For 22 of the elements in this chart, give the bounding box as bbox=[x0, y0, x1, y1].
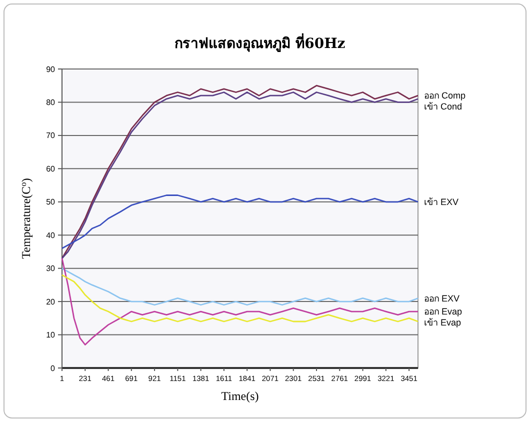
y-tick-label: 80 bbox=[46, 98, 56, 108]
y-tick-label: 70 bbox=[46, 131, 56, 140]
series-label: เข้า Cond bbox=[424, 102, 462, 112]
x-axis-title: Time(s) bbox=[221, 389, 259, 403]
series-label: เข้า EXV bbox=[424, 197, 459, 208]
line-series bbox=[61, 274, 419, 322]
y-tick-label: 30 bbox=[46, 264, 56, 274]
series-label: เข้า Evap bbox=[424, 318, 462, 328]
series-label: ออก EXV bbox=[424, 293, 460, 304]
y-tick-label: 50 bbox=[46, 198, 56, 207]
line-series bbox=[61, 194, 419, 250]
chart-title: กราฟแสดงอุณหภูมิ ที่60Hz bbox=[174, 33, 346, 52]
y-tick-label: 60 bbox=[46, 164, 56, 174]
line-series bbox=[61, 258, 419, 346]
y-tick-label: 90 bbox=[46, 64, 56, 74]
series-label: ออก Evap bbox=[424, 306, 462, 317]
y-tick-label: 20 bbox=[46, 297, 56, 306]
y-tick-label: 0 bbox=[50, 364, 56, 373]
line-series bbox=[61, 268, 419, 306]
y-tick-label: 10 bbox=[46, 330, 56, 340]
y-tick-label: 40 bbox=[46, 230, 56, 240]
series-label: ออก Comp bbox=[424, 90, 466, 101]
